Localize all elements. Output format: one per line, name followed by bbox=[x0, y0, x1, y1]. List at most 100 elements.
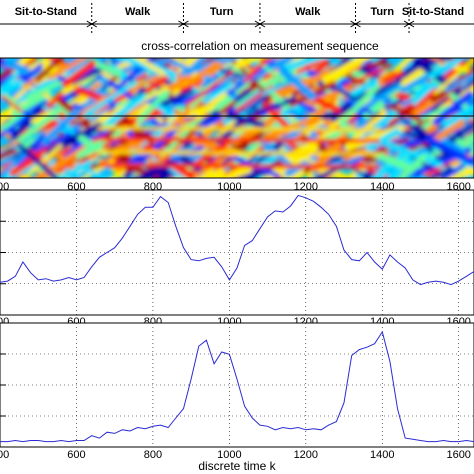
heatmap-streak bbox=[0, 157, 16, 166]
panel-2-x-tick-label: 1000 bbox=[217, 449, 241, 461]
heatmap-streak bbox=[9, 155, 40, 177]
phase-arrow-left bbox=[182, 20, 189, 28]
panel-2-x-tick-label: 1200 bbox=[294, 449, 318, 461]
heatmap-streak bbox=[32, 145, 87, 178]
heatmap-streak bbox=[167, 74, 192, 92]
heatmap-streak bbox=[338, 84, 380, 126]
heatmap-streak bbox=[462, 136, 474, 151]
heatmap-streak bbox=[310, 59, 331, 77]
panel-2-x-tick-label: 400 bbox=[0, 449, 9, 461]
heatmap-streak bbox=[455, 138, 474, 157]
heatmap-streak bbox=[234, 58, 265, 69]
heatmap-streak bbox=[199, 113, 223, 129]
phase-label: Turn bbox=[370, 6, 394, 18]
heatmap-streak bbox=[374, 67, 415, 99]
heatmap-streak bbox=[277, 65, 317, 101]
heatmap-streak bbox=[89, 58, 123, 77]
heatmap-streak bbox=[107, 94, 145, 125]
phase-arrow-left bbox=[354, 20, 361, 28]
heatmap-streak bbox=[347, 110, 387, 145]
panel-1-series-line bbox=[0, 194, 474, 286]
heatmap-streak bbox=[35, 90, 66, 121]
heatmap-streak bbox=[383, 70, 404, 84]
panel-2-grid bbox=[0, 323, 474, 447]
heatmap-streak bbox=[115, 58, 155, 91]
heatmap-streak bbox=[4, 59, 31, 74]
panel-2-x-tick-label: 1600 bbox=[446, 449, 470, 461]
heatmap-streak bbox=[442, 103, 474, 127]
heatmap-streak bbox=[432, 90, 474, 126]
heatmap-band bbox=[97, 126, 381, 132]
heatmap-streak bbox=[133, 58, 166, 77]
heatmap-streak bbox=[0, 129, 15, 141]
heatmap-band bbox=[97, 137, 381, 143]
heatmap-streak bbox=[263, 154, 313, 178]
heatmap-streak bbox=[365, 128, 401, 152]
phase-arrow-left bbox=[90, 20, 97, 28]
heatmap-streak bbox=[397, 113, 431, 144]
heatmap-streak bbox=[440, 135, 467, 154]
phase-label: Walk bbox=[295, 6, 321, 18]
heatmap-streak bbox=[430, 167, 454, 178]
heatmap-streak bbox=[321, 58, 372, 84]
panel-1-x-tick-label: 400 bbox=[0, 316, 9, 328]
heatmap-streak bbox=[70, 127, 116, 147]
panel-2-x-tick-label: 600 bbox=[67, 449, 85, 461]
heatmap-streak bbox=[187, 69, 235, 105]
heatmap-streak bbox=[440, 155, 474, 178]
heatmap-streak bbox=[76, 127, 123, 159]
heatmap-streak bbox=[188, 60, 220, 86]
heatmap-streak bbox=[262, 70, 308, 96]
panel-2-x-tick-label: 800 bbox=[144, 449, 162, 461]
panel-2-frame bbox=[0, 322, 474, 448]
heatmap-cells bbox=[0, 58, 474, 178]
heatmap-streak bbox=[234, 84, 274, 114]
heatmap-streak bbox=[401, 67, 426, 86]
heatmap-streak bbox=[179, 58, 238, 77]
heatmap-band bbox=[97, 163, 381, 169]
heatmap-streak bbox=[428, 58, 462, 79]
heatmap-streak bbox=[351, 167, 374, 178]
heatmap-streak bbox=[155, 103, 175, 118]
heatmap-streak bbox=[371, 149, 416, 173]
heatmap-streak bbox=[62, 60, 97, 88]
phase-label: Walk bbox=[125, 6, 151, 18]
heatmap-streak bbox=[10, 102, 48, 141]
heatmap-streak bbox=[430, 58, 448, 67]
heatmap-streak bbox=[144, 83, 187, 114]
heatmap-title: cross-correlation on measurement sequenc… bbox=[141, 39, 379, 53]
heatmap-streak bbox=[343, 63, 393, 89]
heatmap-streak bbox=[24, 63, 45, 79]
heatmap-streak bbox=[75, 163, 108, 178]
heatmap-streak bbox=[245, 98, 297, 117]
panel-1-frame bbox=[0, 189, 474, 316]
heatmap-streak bbox=[312, 96, 341, 114]
heatmap-streak bbox=[197, 168, 225, 178]
heatmap-streak bbox=[243, 58, 270, 83]
heatmap-streak bbox=[433, 58, 474, 96]
x-axis-label: discrete time k bbox=[198, 459, 276, 473]
heatmap-streak bbox=[397, 153, 428, 178]
heatmap-streak bbox=[209, 78, 251, 116]
heatmap-streak bbox=[202, 81, 234, 104]
heatmap-frame bbox=[0, 57, 474, 179]
panel-2-x-ticks: 400 600 800 1000 1200 1400 1600 bbox=[0, 449, 471, 461]
heatmap-streak bbox=[411, 85, 433, 106]
heatmap-streak bbox=[308, 161, 357, 178]
heatmap-streak bbox=[349, 78, 379, 98]
heatmap-band bbox=[97, 150, 381, 156]
heatmap-x-tick-label: 400 bbox=[0, 181, 9, 193]
heatmap-streak bbox=[452, 85, 474, 101]
line-panel-1 bbox=[0, 189, 474, 316]
phase-annotations: Sit-to-Stand Walk Turn Walk Turn Sit-to-Stand bbox=[0, 3, 474, 34]
heatmap-streak bbox=[35, 58, 63, 83]
phase-label: Sit-to-Stand bbox=[402, 6, 464, 18]
heatmap-streak bbox=[331, 85, 358, 102]
heatmap-streak bbox=[281, 58, 328, 72]
heatmap-streak bbox=[215, 166, 252, 178]
panel-2-series-line bbox=[0, 330, 474, 443]
heatmap-streak bbox=[0, 116, 28, 138]
heatmap-streak bbox=[414, 58, 455, 70]
heatmap-streak bbox=[429, 119, 466, 145]
